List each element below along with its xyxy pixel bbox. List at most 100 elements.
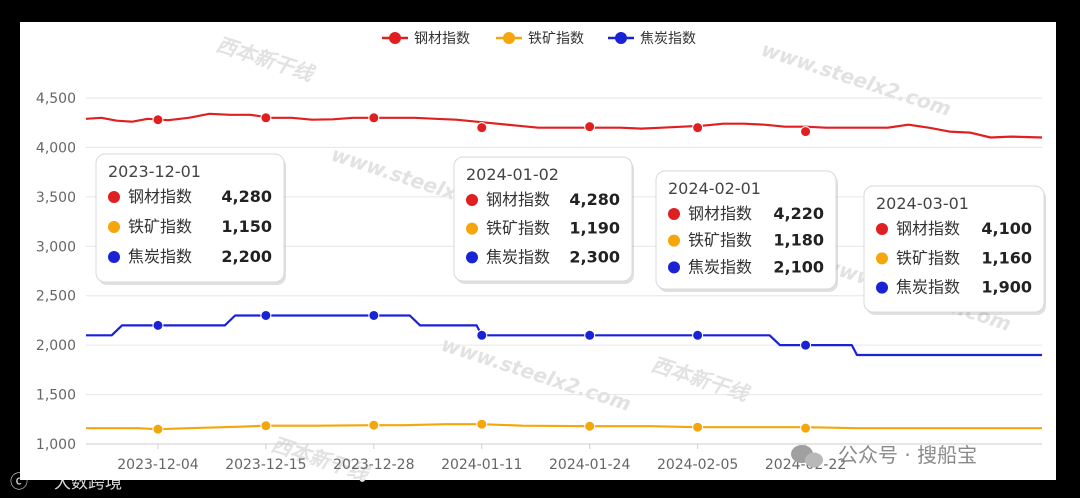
tooltip-value: 2,300 [569,247,620,266]
data-point-marker [476,122,488,134]
tooltip-value: 4,280 [569,190,620,209]
data-point-marker [692,421,704,433]
tooltip-series-name: 铁矿指数 [128,217,192,236]
legend-marker [503,32,515,44]
data-point-marker [368,309,380,321]
tooltip-series-dot [108,221,120,233]
tooltip-series-name: 焦炭指数 [688,257,752,276]
legend: 钢材指数 铁矿指数 焦炭指数 [382,31,696,47]
footer-watermarks: 公众号 · 搜船宝 ⓒ 大数跨境 [10,443,977,493]
tooltip-box: 2024-02-01 钢材指数 4,220 铁矿指数 1,180 焦炭指数 2,100 [655,170,838,292]
x-tick-label: 2024-02-22 [765,457,846,473]
wechat-icon [791,445,823,468]
corner-watermark-icon: ⓒ [10,472,28,493]
data-point-marker [584,121,596,133]
tooltip-series-dot [108,251,120,263]
data-point-marker [692,329,704,341]
data-point-marker [476,418,488,430]
tooltip-value: 1,160 [981,248,1032,267]
tooltip-box: 2024-01-02 钢材指数 4,280 铁矿指数 1,190 焦炭指数 2,300 [453,156,634,284]
series-line-0 [85,112,1043,139]
tooltip-series-name: 钢材指数 [896,219,960,238]
tooltip-value: 4,220 [773,204,824,223]
tooltip-date: 2023-12-01 [108,162,201,181]
y-tick-label: 4,000 [36,140,76,156]
wechat-bubble [805,452,823,468]
x-tick-label: 2024-01-24 [549,457,630,473]
y-tick-label: 3,000 [36,239,76,255]
watermark-site: www.steelx2.com [758,37,954,121]
y-tick-label: 4,500 [36,91,76,107]
data-point-marker [584,329,596,341]
tooltip-series-dot [466,222,478,235]
tooltip-box: 2024-03-01 钢材指数 4,100 铁矿指数 1,160 焦炭指数 1,900 [863,185,1046,315]
data-point-marker [800,126,812,138]
tooltip-series-name: 钢材指数 [486,190,550,209]
tooltip-series-dot [668,234,680,247]
tooltip-value: 1,150 [221,217,272,236]
x-tick-label: 2023-12-28 [333,457,414,473]
tooltip-series-name: 钢材指数 [128,187,192,206]
tooltip-value: 1,180 [773,231,824,250]
tooltip-series-dot [668,208,680,220]
data-point-marker [476,329,488,341]
tooltip-series-name: 焦炭指数 [128,247,192,266]
x-tick-label: 2023-12-04 [117,457,198,473]
watermark-brand: 西本新干线 [213,32,318,87]
tooltip-series-name: 铁矿指数 [486,219,550,238]
legend-label: 焦炭指数 [640,31,696,47]
tooltip-box: 2023-12-01 钢材指数 4,280 铁矿指数 1,150 焦炭指数 2,200 [95,153,286,285]
x-axis: 2023-12-04 2023-12-15 2023-12-28 2024-01-11… [86,443,1042,473]
y-tick-label: 3,500 [36,190,76,206]
legend-label: 铁矿指数 [528,31,584,47]
x-tick-label: 2024-02-05 [657,457,738,473]
watermark-brand: 西本新干线 [648,352,753,407]
tooltip-series-dot [108,191,120,203]
tooltip-series-name: 焦炭指数 [896,278,960,297]
data-point-marker [368,419,380,431]
data-point-marker [152,423,164,435]
data-point-marker [692,122,704,134]
tooltip-value: 2,200 [221,247,272,266]
tooltip-value: 2,100 [773,257,824,276]
tooltip-series-dot [876,223,888,235]
legend-marker [615,32,627,44]
y-tick-label: 1,500 [36,388,76,404]
tooltip-series-name: 钢材指数 [688,204,752,223]
corner-watermark: 大数跨境 [54,473,122,493]
tooltip-value: 1,190 [569,219,620,238]
tooltip-value: 4,280 [221,187,272,206]
tooltip-value: 4,100 [981,219,1032,238]
tooltip-date: 2024-01-02 [466,165,559,184]
series-line-1 [86,423,1042,431]
tooltip-series-dot [876,252,888,265]
data-point-marker [260,112,272,124]
data-point-marker [152,114,164,126]
data-point-marker [368,112,380,124]
series-markers [152,112,812,435]
tooltip-series-dot [466,251,478,264]
tooltip-background [453,156,633,282]
x-tick-label: 2023-12-15 [225,457,306,473]
data-point-marker [800,339,812,351]
tooltip-series-name: 铁矿指数 [896,248,960,267]
legend-marker [389,32,401,44]
y-axis: 1,000 1,500 2,000 2,500 3,000 3,500 4,000 4,500 [36,91,76,453]
watermark-site: www.steelx2.com [438,332,634,416]
data-point-marker [260,309,272,321]
data-point-marker [800,422,812,434]
tooltip-date: 2024-02-01 [668,179,761,198]
tooltip-series-name: 焦炭指数 [486,247,550,266]
tooltip-background [95,153,285,283]
data-point-marker [260,420,272,432]
tooltip-series-dot [668,261,680,274]
data-point-marker [584,420,596,432]
y-tick-label: 1,000 [36,437,76,453]
tooltip-date: 2024-03-01 [876,194,969,213]
wechat-watermark: 公众号 · 搜船宝 [838,443,977,467]
series-line-2 [86,314,1042,357]
tooltip-value: 1,900 [981,278,1032,297]
tooltip-series-dot [876,281,888,294]
